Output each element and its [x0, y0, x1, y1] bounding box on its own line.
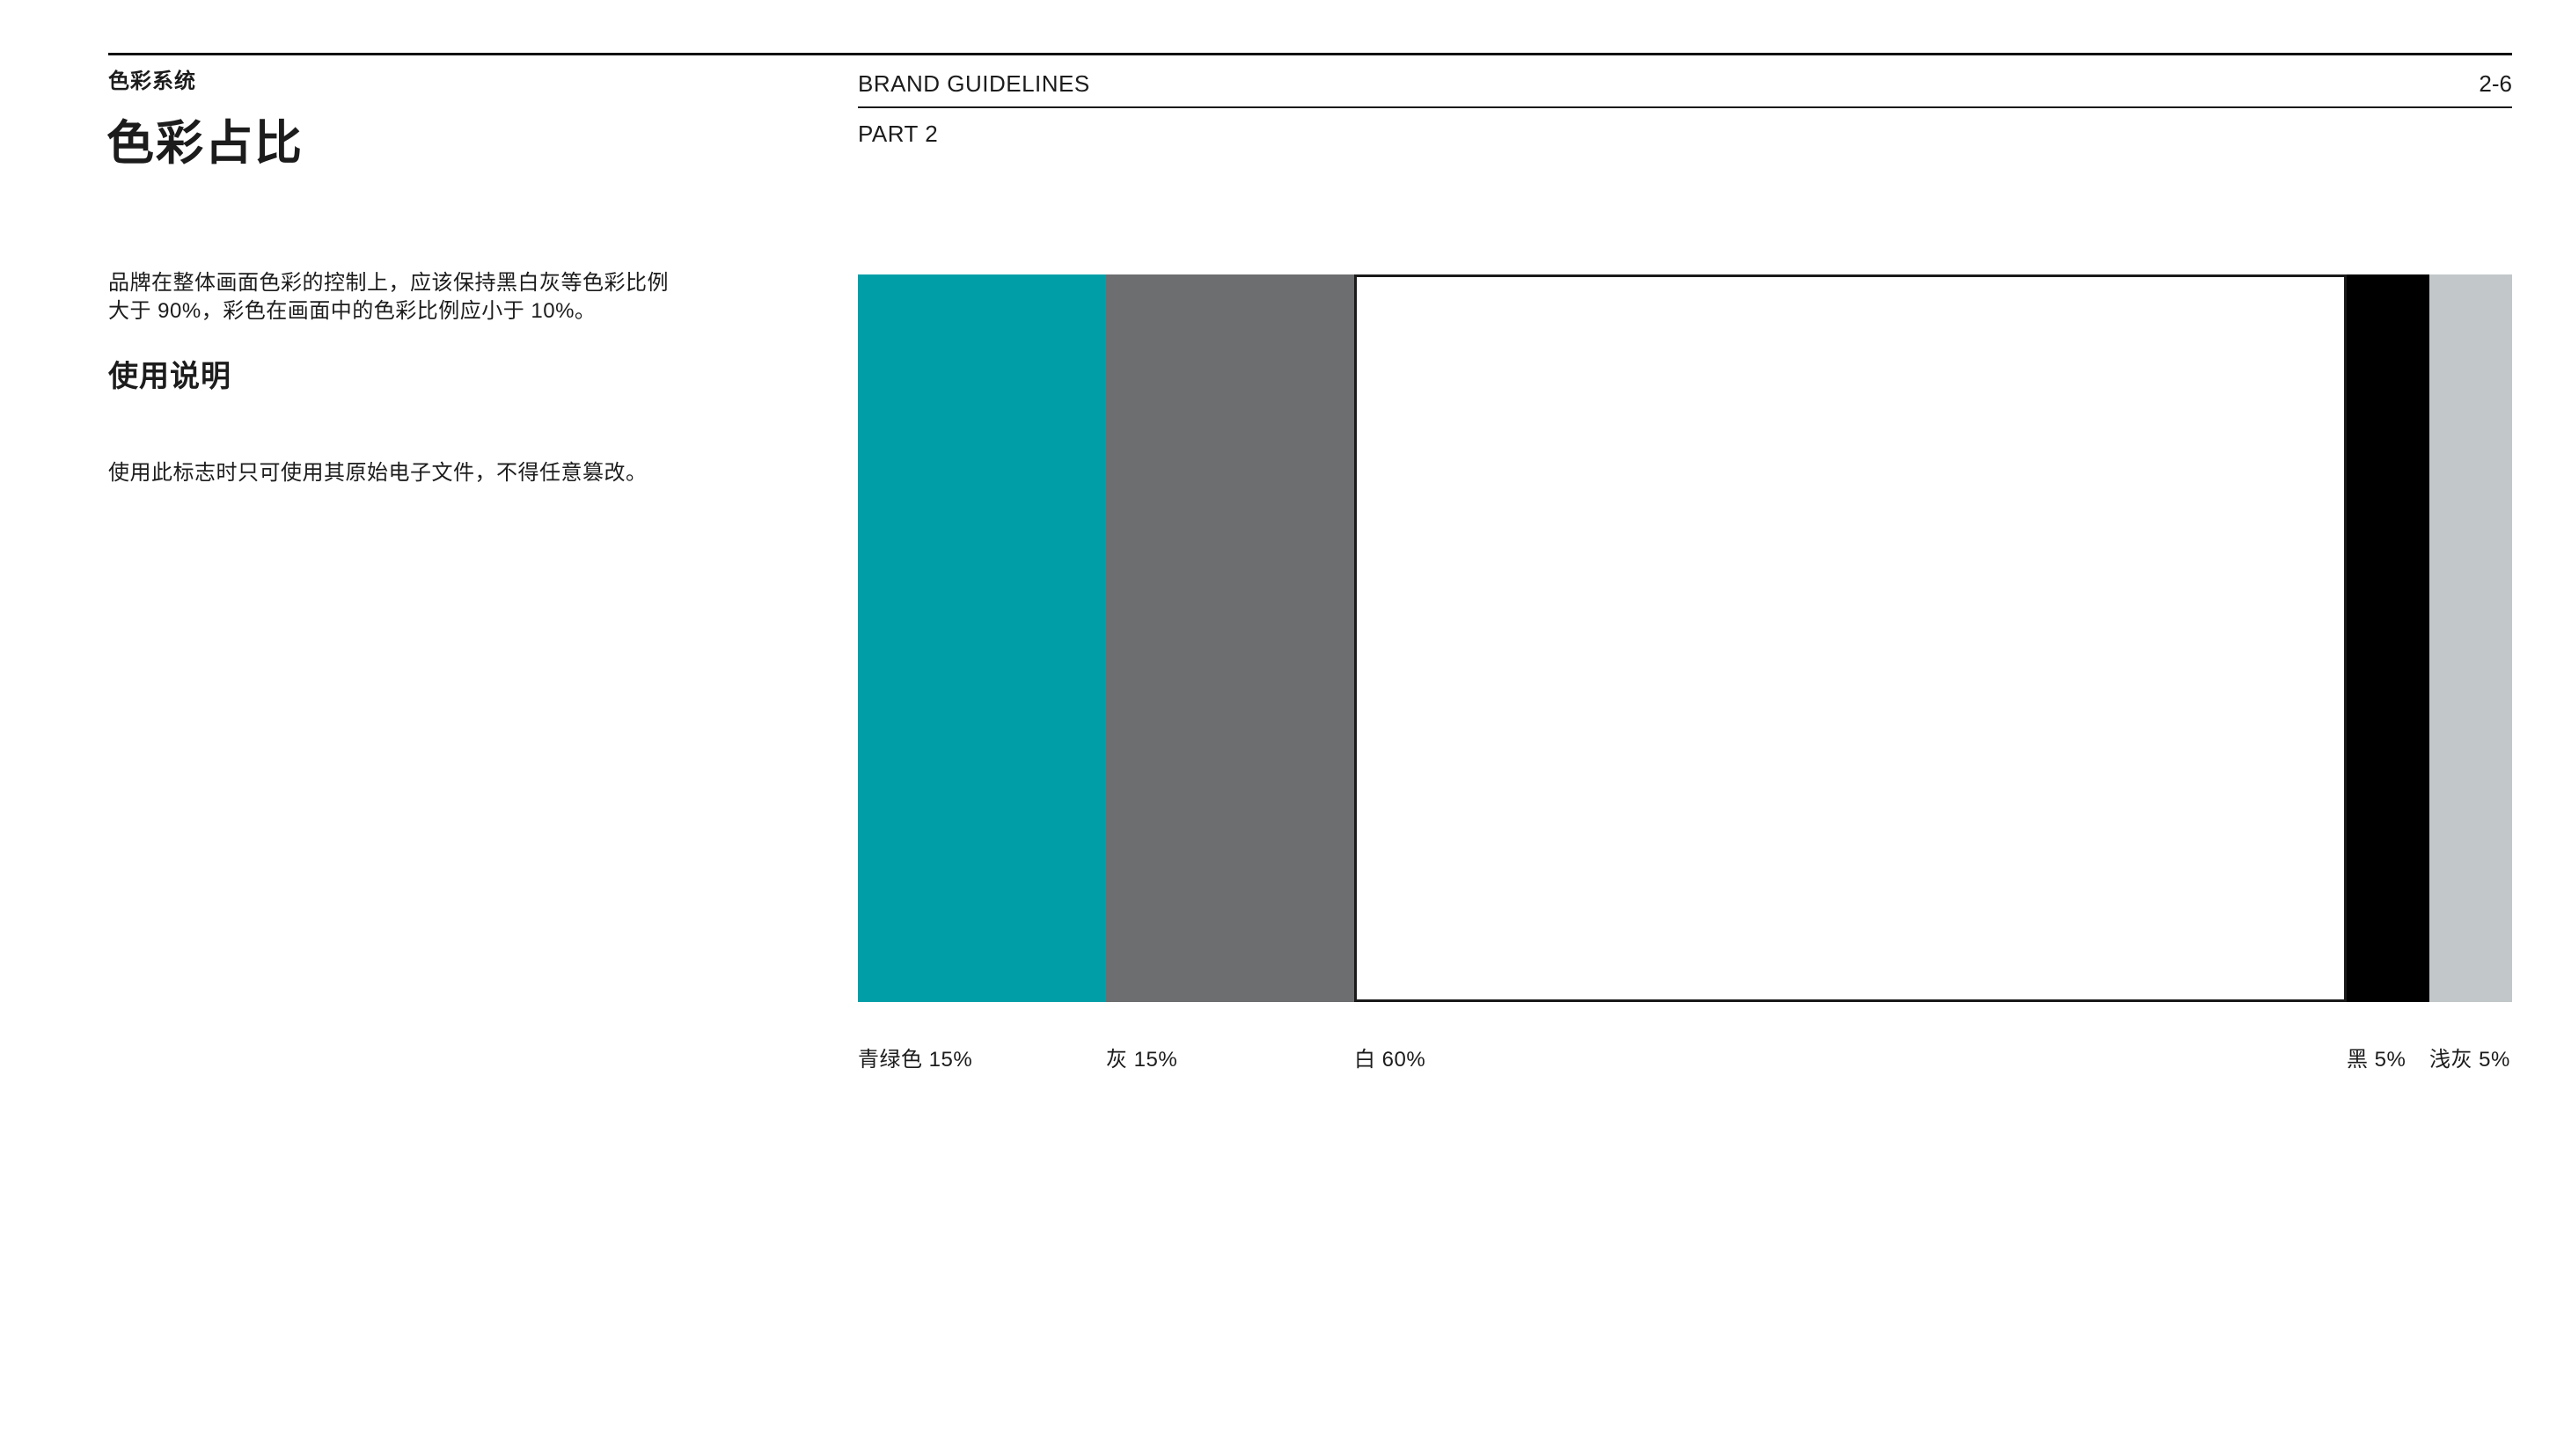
section-label: 色彩系统 — [108, 70, 196, 93]
usage-heading: 使用说明 — [108, 360, 231, 393]
intro-paragraph: 品牌在整体画面色彩的控制上，应该保持黑白灰等色彩比例 大于 90%，彩色在画面中… — [108, 271, 669, 323]
bar-segment-lightgray: 浅灰 5% — [2429, 274, 2512, 1073]
page-title: 色彩占比 — [106, 117, 304, 170]
bar-segment-gray: 灰 15% — [1106, 274, 1354, 1073]
color-proportion-bar: 青绿色 15% 灰 15% 白 60% 黑 5% 浅灰 5% — [858, 274, 2512, 1073]
header-brand-title: BRAND GUIDELINES — [858, 70, 1090, 97]
bar-segment-label: 白 60% — [1354, 1048, 1426, 1072]
bar-segment-label: 青绿色 15% — [858, 1048, 973, 1072]
usage-paragraph: 使用此标志时只可使用其原始电子文件，不得任意篡改。 — [108, 461, 648, 485]
bar-segment-black: 黑 5% — [2347, 274, 2429, 1073]
teal-color-swatch — [858, 274, 1106, 1002]
header-page-number: 2-6 — [2479, 70, 2512, 97]
gray-color-swatch — [1106, 274, 1354, 1002]
lightgray-color-swatch — [2429, 274, 2512, 1002]
black-color-swatch — [2347, 274, 2429, 1002]
bar-segment-white: 白 60% — [1354, 274, 2347, 1073]
top-rule-divider — [108, 53, 2512, 55]
header-rule-divider — [858, 106, 2512, 108]
white-color-swatch — [1354, 274, 2347, 1002]
bar-segment-label: 灰 15% — [1106, 1048, 1178, 1072]
bar-segment-label: 黑 5% — [2347, 1048, 2406, 1072]
bar-segment-label: 浅灰 5% — [2429, 1048, 2510, 1072]
bar-segment-teal: 青绿色 15% — [858, 274, 1106, 1073]
header-part-label: PART 2 — [858, 121, 939, 147]
